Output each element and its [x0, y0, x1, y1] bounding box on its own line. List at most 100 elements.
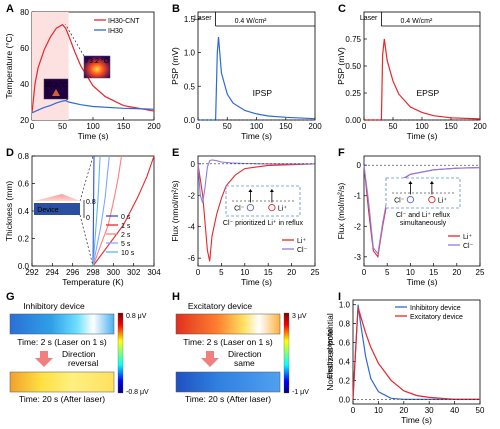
- legend-label: Li⁺: [463, 234, 472, 241]
- colorbar: [283, 312, 290, 394]
- legend-label: Li⁺: [297, 238, 306, 245]
- x-tick-label: 294: [46, 268, 60, 277]
- series-line-1: [352, 307, 480, 400]
- arrow-label: same: [234, 358, 255, 368]
- x-tick-label: 50: [223, 122, 232, 131]
- cl-ion-label: Cl⁻: [234, 206, 245, 213]
- ion-diagram-box: [225, 185, 301, 217]
- time-caption-bottom: Time: 20 s (After laser): [19, 394, 105, 404]
- ion-diagram-box: [385, 177, 461, 209]
- potential-map-bottom: [175, 371, 281, 393]
- x-axis-label: Time (s): [407, 131, 438, 141]
- y-tick-label: 0.0: [18, 262, 30, 271]
- panel-label-a: A: [6, 3, 14, 15]
- panel-f: 0 5 10 15 20 25 -3 -2 -1 0 Time (s) Flux (mol/m²/s)…: [336, 155, 485, 287]
- potential-map-bottom: [9, 371, 115, 393]
- panel-g: Inhibitory device Time: 2 s (Laser on 1 s…: [9, 301, 149, 404]
- x-tick-label: 300: [107, 268, 121, 277]
- y-tick-label: -2: [188, 191, 196, 200]
- series-line-4: [92, 155, 101, 267]
- y-tick-label: -3: [354, 253, 362, 262]
- x-tick-label: 15: [264, 268, 273, 277]
- time-caption-bottom: Time: 20 s (After laser): [185, 394, 271, 404]
- x-tick-label: 20: [287, 268, 296, 277]
- series-line-0: [364, 38, 481, 121]
- x-tick-label: 302: [127, 268, 141, 277]
- device-block: [34, 203, 80, 215]
- colorbar-min: -1 μV: [292, 389, 309, 396]
- y-tick-label: 0.50: [345, 62, 361, 71]
- y-tick-label: 0: [357, 161, 362, 170]
- x-tick-label: 0: [30, 122, 35, 131]
- panel-d: 292 294 296 298 300 302 304 0.0 0.2 0.4 0.6 0.8 Temp…: [4, 152, 161, 287]
- psp-type-label: IPSP: [253, 88, 273, 98]
- zoom-line: [79, 214, 94, 267]
- x-axis-label: Time (s): [78, 131, 109, 141]
- legend-label: Inhibitory device: [410, 305, 461, 312]
- y-tick-label: 0.2: [18, 235, 30, 244]
- x-tick-label: 200: [308, 122, 322, 131]
- panel-label-b: B: [172, 3, 180, 15]
- x-tick-label: 50: [58, 122, 67, 131]
- y-tick-label: 0.00: [345, 116, 361, 125]
- legend-label: 10 s: [121, 250, 135, 257]
- panel-i: 0 10 20 30 40 50 0.0 0.2 0.4 0.6 0.8 1.0 Time (s) Nor…: [325, 299, 485, 425]
- inset-pointer: [65, 98, 69, 101]
- y-tick-label: 0.2: [339, 376, 351, 385]
- y-tick-label: 80: [20, 8, 29, 17]
- x-tick-label: 200: [473, 122, 487, 131]
- y-tick-label: 0.25: [345, 89, 361, 98]
- colorbar: [117, 312, 124, 394]
- ion-caption: simultaneously: [400, 220, 447, 227]
- panel-label-d: D: [6, 147, 14, 159]
- x-axis-label: Time (s): [241, 277, 272, 287]
- potential-map-top: [175, 313, 281, 335]
- arrow-label: reversal: [68, 358, 98, 368]
- y-tick-label: -2: [354, 222, 362, 231]
- y-tick-label: 0.8: [339, 320, 351, 329]
- time-caption-top: Time: 2 s (Laser on 1 s): [183, 337, 273, 347]
- series-line-0: [198, 36, 316, 121]
- panel-c: 0 50 100 150 200 0.00 0.25 0.50 0.75 Time (s) PSP …: [336, 11, 487, 141]
- x-tick-label: 304: [147, 268, 161, 277]
- x-tick-label: 100: [250, 122, 264, 131]
- laser-label: Laser: [360, 15, 378, 22]
- panel-b: 0 50 100 150 200 0.0 0.5 1.0 1.5 Time (s) PSP (mV)…: [170, 11, 322, 141]
- x-tick-label: 10: [240, 268, 249, 277]
- y-tick-label: 0.4: [339, 357, 351, 366]
- legend-label: 2 s: [121, 232, 131, 239]
- x-tick-label: 150: [279, 122, 293, 131]
- panel-label-h: H: [172, 291, 180, 303]
- x-tick-label: 100: [415, 122, 429, 131]
- x-tick-label: 40: [450, 406, 459, 415]
- ion-caption: Cl⁻ and Li⁺ reflux: [396, 212, 451, 219]
- x-tick-label: 296: [66, 268, 80, 277]
- panel-title: Inhibitory device: [23, 301, 85, 311]
- li-ion-label: Li⁺: [438, 198, 447, 205]
- series-line-0: [197, 163, 316, 262]
- zoom-line: [79, 155, 94, 202]
- x-axis-label: Time (s): [407, 277, 438, 287]
- y-tick-label: 20: [20, 116, 29, 125]
- series-line-1: [197, 159, 315, 204]
- y-axis-label: Flux (nmol/m²/s): [170, 180, 180, 242]
- y-axis-label: Normalized potential: [325, 313, 335, 391]
- cl-ion-circle: [406, 195, 415, 204]
- x-tick-label: 150: [444, 122, 458, 131]
- x-tick-label: 0: [351, 406, 356, 415]
- ion-caption: Cl⁻ prioritized Li⁺ in reflux: [223, 220, 304, 227]
- y-tick-label: -6: [188, 254, 196, 263]
- x-tick-label: 10: [406, 268, 415, 277]
- thermal-device-icon: [52, 89, 60, 96]
- x-tick-label: 15: [429, 268, 438, 277]
- series-line-2: [92, 155, 123, 267]
- x-tick-label: 150: [117, 122, 131, 131]
- y-tick-label: 0.75: [345, 35, 361, 44]
- down-arrow: [35, 351, 53, 367]
- series-line-0: [92, 155, 95, 267]
- cl-ion-circle: [246, 203, 255, 212]
- x-tick-label: 20: [452, 268, 461, 277]
- legend-label: IH30-CNT: [108, 18, 140, 25]
- panel-h: Excitatory device Time: 2 s (Laser on 1 s…: [175, 301, 334, 404]
- device-scale-top: 0.8: [86, 199, 96, 206]
